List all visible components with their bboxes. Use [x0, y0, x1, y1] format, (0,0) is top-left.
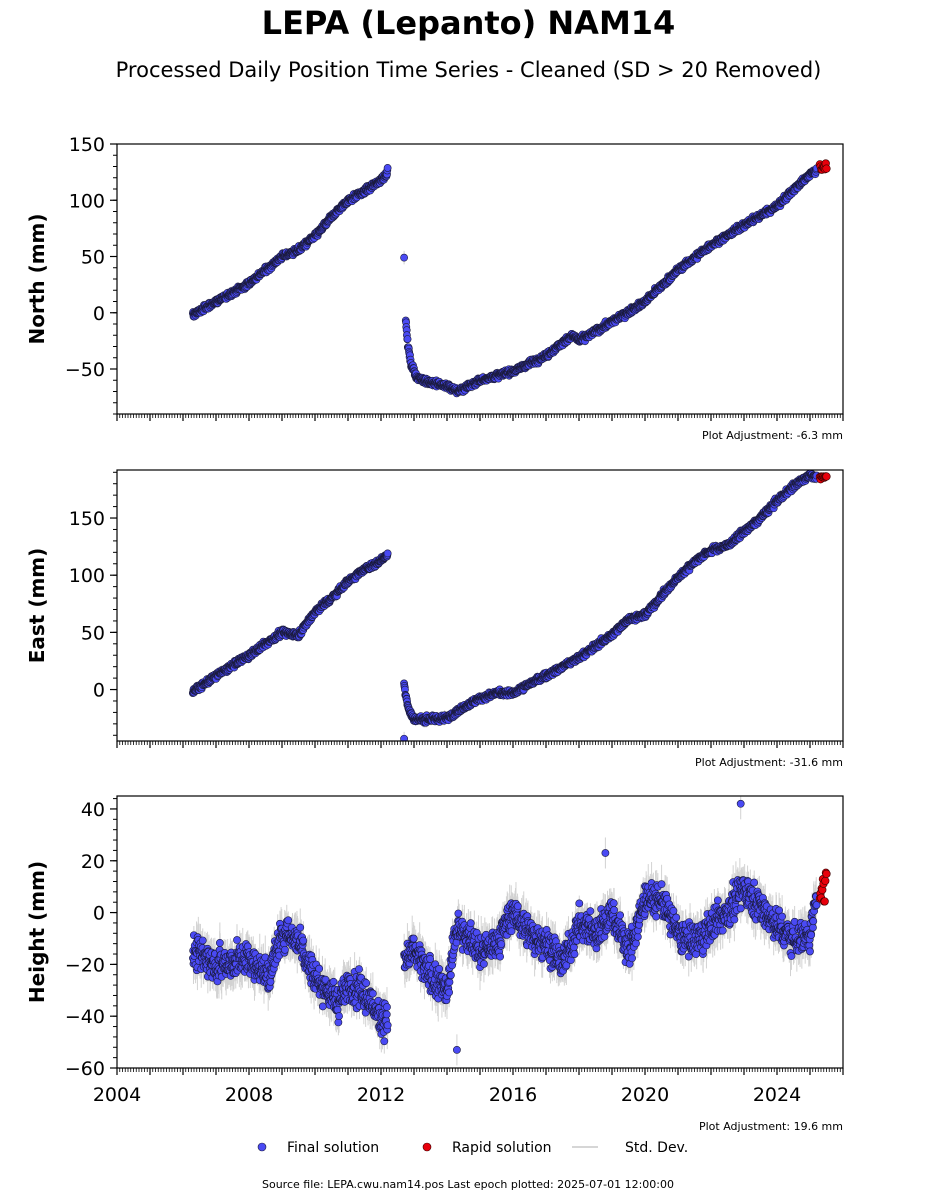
figure-title: LEPA (Lepanto) NAM14 [261, 4, 676, 42]
plot-area [188, 470, 831, 741]
rapid-solution-points [815, 159, 831, 174]
y-axis: −50 0 50 100 150 [65, 134, 117, 415]
std-dev-bars [192, 470, 818, 741]
std-dev-bars [192, 163, 818, 397]
panel-north: −50 0 50 100 150 North (mm) Plot Adjustment: -… [25, 134, 844, 442]
final-point [403, 335, 412, 344]
y-tick-label: −50 [65, 359, 105, 381]
final-point [400, 253, 408, 262]
plot-area [189, 159, 831, 398]
y-tick-label: 50 [81, 247, 105, 269]
x-axis [116, 414, 844, 421]
y-tick-label: 0 [93, 303, 105, 325]
y-tick-label: 150 [69, 134, 105, 156]
y-tick-label: 100 [69, 190, 105, 212]
final-solution-points [189, 164, 821, 398]
plot-adjustment-label: Plot Adjustment: -6.3 mm [702, 429, 843, 442]
axes-frame [116, 143, 844, 415]
rapid-point [822, 164, 831, 173]
figure-subtitle: Processed Daily Position Time Series - C… [115, 58, 822, 82]
final-point [383, 164, 392, 172]
y-axis-title: North (mm) [25, 213, 49, 344]
